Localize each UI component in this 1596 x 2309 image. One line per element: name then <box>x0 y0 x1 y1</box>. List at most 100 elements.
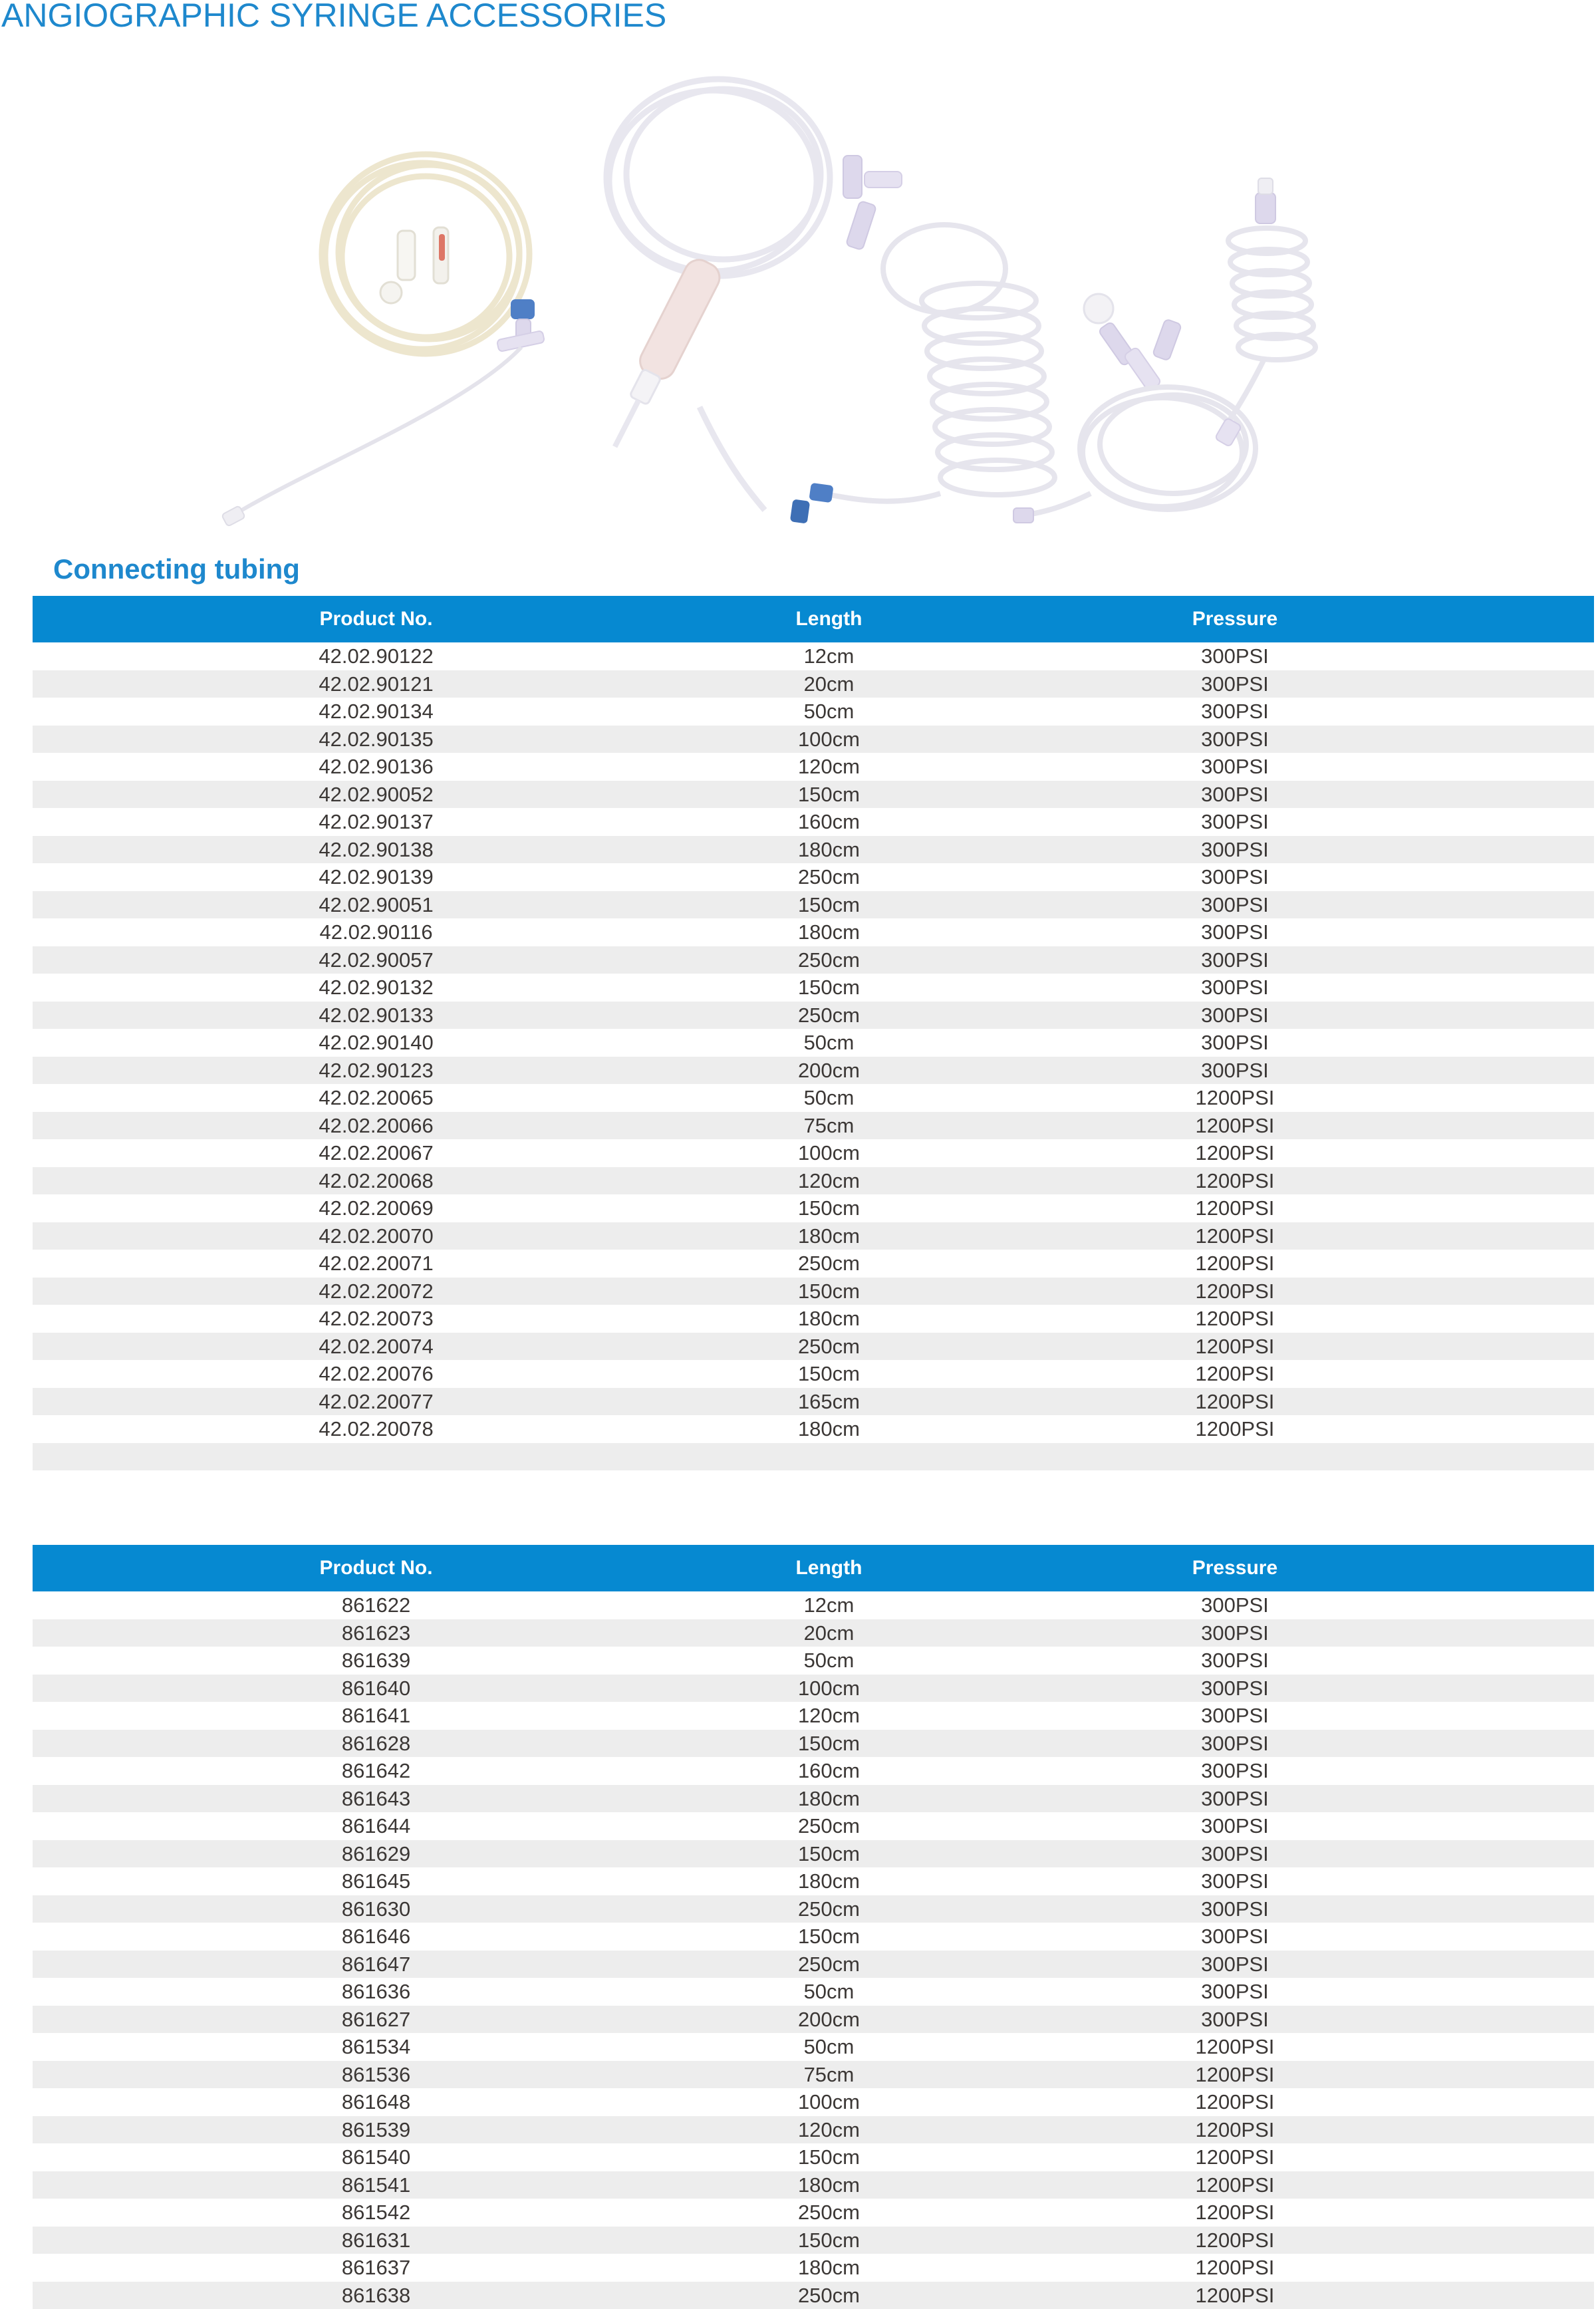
table-cell <box>720 1443 938 1471</box>
table-cell: 180cm <box>720 2254 938 2282</box>
spacer-cell <box>1531 1812 1594 1840</box>
table-cell: 861642 <box>33 1757 720 1785</box>
column-header-length: Length <box>720 1545 938 1591</box>
spacer-cell <box>1531 836 1594 864</box>
table-cell: 250cm <box>720 863 938 891</box>
table-cell: 42.02.90052 <box>33 781 720 809</box>
ring-coil-connectors <box>380 227 448 303</box>
table-cell: 1200PSI <box>938 1167 1531 1195</box>
spacer-cell <box>1531 2116 1594 2144</box>
spacer-cell <box>1531 2088 1594 2116</box>
table-cell: 100cm <box>720 1139 938 1167</box>
table-cell: 50cm <box>720 1084 938 1112</box>
spacer-cell <box>1531 1923 1594 1951</box>
iv-set-connectors <box>843 156 902 250</box>
spacer-cell <box>1531 1675 1594 1702</box>
table-cell: 300PSI <box>938 642 1531 670</box>
table-cell: 861644 <box>33 1812 720 1840</box>
table-cell: 180cm <box>720 1867 938 1895</box>
table-cell: 861622 <box>33 1591 720 1619</box>
table-header-row: Product No. Length Pressure <box>33 1545 1594 1591</box>
table-cell: 1200PSI <box>938 1194 1531 1222</box>
table-cell: 861540 <box>33 2143 720 2171</box>
table-cell: 1200PSI <box>938 2171 1531 2199</box>
table-cell: 42.02.20070 <box>33 1222 720 1250</box>
page-title: ANGIOGRAPHIC SYRINGE ACCESSORIES <box>1 0 1596 35</box>
spacer-cell <box>1531 1002 1594 1029</box>
table-cell: 1200PSI <box>938 1333 1531 1361</box>
table-cell: 42.02.20067 <box>33 1139 720 1167</box>
table-cell: 150cm <box>720 2143 938 2171</box>
section-heading: Connecting tubing <box>53 553 1596 585</box>
table-cell: 1200PSI <box>938 1360 1531 1388</box>
table-cell: 250cm <box>720 2199 938 2227</box>
table-cell: 300PSI <box>938 1951 1531 1978</box>
table-cell: 250cm <box>720 1002 938 1029</box>
table-cell: 42.02.90135 <box>33 726 720 753</box>
table-cell: 42.02.20065 <box>33 1084 720 1112</box>
table-cell: 300PSI <box>938 1730 1531 1758</box>
table-cell: 42.02.90132 <box>33 974 720 1002</box>
spacer-cell <box>1531 1139 1594 1167</box>
table-cell: 165cm <box>720 1388 938 1416</box>
spacer-cell <box>1531 1222 1594 1250</box>
table-cell: 1200PSI <box>938 2061 1531 2089</box>
table-cell: 300PSI <box>938 753 1531 781</box>
table-cell: 861640 <box>33 1675 720 1702</box>
table-cell: 42.02.20074 <box>33 1333 720 1361</box>
spacer-cell <box>1531 1333 1594 1361</box>
spacer-cell <box>1531 781 1594 809</box>
table-cell: 861636 <box>33 1978 720 2006</box>
table-cell: 861534 <box>33 2033 720 2061</box>
table-cell: 150cm <box>720 1840 938 1868</box>
table-cell: 42.02.20073 <box>33 1305 720 1333</box>
table-cell: 250cm <box>720 2282 938 2309</box>
table-cell: 200cm <box>720 1057 938 1085</box>
table-cell: 250cm <box>720 1250 938 1278</box>
table-cell: 200cm <box>720 2006 938 2034</box>
table-cell: 1200PSI <box>938 2088 1531 2116</box>
table-cell: 300PSI <box>938 891 1531 919</box>
table-cell: 300PSI <box>938 1702 1531 1730</box>
column-header-product-no: Product No. <box>33 596 720 642</box>
spacer-cell <box>1531 1591 1594 1619</box>
table-cell: 250cm <box>720 1333 938 1361</box>
column-header-spacer <box>1531 596 1594 642</box>
table-cell: 1200PSI <box>938 1278 1531 1305</box>
spacer-cell <box>1531 1619 1594 1647</box>
table-cell: 300PSI <box>938 1675 1531 1702</box>
table-cell: 300PSI <box>938 1785 1531 1813</box>
table-cell: 42.02.90051 <box>33 891 720 919</box>
table-cell: 42.02.20069 <box>33 1194 720 1222</box>
spacer-cell <box>1531 2199 1594 2227</box>
table-cell: 300PSI <box>938 836 1531 864</box>
table-cell: 861639 <box>33 1647 720 1675</box>
table-cell: 300PSI <box>938 1029 1531 1057</box>
ring-coil-illustration <box>322 154 529 354</box>
table-cell: 300PSI <box>938 1895 1531 1923</box>
